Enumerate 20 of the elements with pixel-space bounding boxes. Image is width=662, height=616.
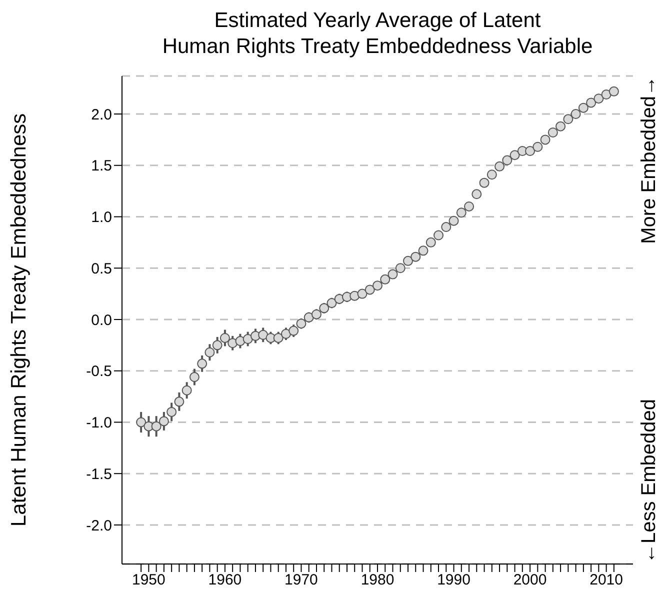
y-tick-label: 0.0 xyxy=(91,312,112,329)
y-tick-label: 1.5 xyxy=(91,158,112,175)
text: More Embedded→ xyxy=(637,76,661,244)
y-axis-title: Latent Human Rights Treaty Embeddedness xyxy=(7,113,30,527)
x-tick-label: 2010 xyxy=(590,572,623,589)
y-tick-label: -1.0 xyxy=(86,414,112,432)
y-tick-label: -1.5 xyxy=(86,466,112,483)
y-tick-label: -0.5 xyxy=(86,363,112,380)
x-tick-label: 1980 xyxy=(360,572,394,589)
x-tick-label: 2000 xyxy=(513,572,547,589)
chart-title: Estimated Yearly Average of Latent Human Rights Treaty Embeddedness Variable xyxy=(161,8,594,60)
y-tick-label: 1.0 xyxy=(91,209,112,226)
x-tick-label: 1990 xyxy=(437,572,470,589)
y-tick-label: 0.5 xyxy=(91,260,112,278)
x-tick-label: 1970 xyxy=(284,572,318,589)
y-tick-label: -2.0 xyxy=(86,517,112,534)
x-tick-label: 1950 xyxy=(132,572,166,589)
x-tick-label: 1960 xyxy=(208,572,242,589)
y-tick-label: 2.0 xyxy=(91,106,112,124)
text: ←Less Embedded xyxy=(637,399,661,564)
